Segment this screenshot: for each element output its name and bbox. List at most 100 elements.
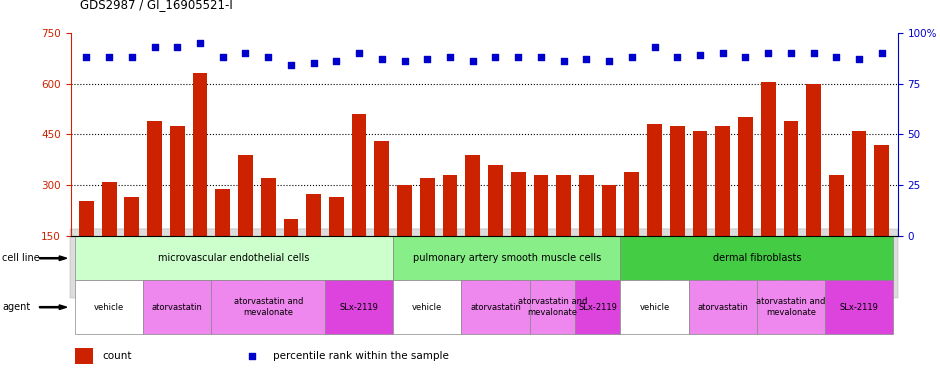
Text: vehicle: vehicle <box>94 303 124 312</box>
Point <box>79 54 94 60</box>
Bar <box>79 200 94 287</box>
Bar <box>306 194 321 287</box>
Text: cell line: cell line <box>2 253 39 263</box>
Point <box>238 50 253 56</box>
Text: atorvastatin and
mevalonate: atorvastatin and mevalonate <box>518 298 587 317</box>
Point <box>465 58 480 64</box>
Point <box>852 56 867 62</box>
Point <box>669 54 684 60</box>
Bar <box>143 280 212 334</box>
Bar <box>852 131 867 287</box>
Bar <box>556 175 571 287</box>
Bar <box>325 280 393 334</box>
Bar <box>620 280 689 334</box>
Bar <box>170 126 184 287</box>
Bar <box>529 280 575 334</box>
Point <box>715 50 730 56</box>
Bar <box>284 219 298 287</box>
Text: vehicle: vehicle <box>639 303 669 312</box>
Point <box>783 50 798 56</box>
Text: SLx-2119: SLx-2119 <box>339 303 379 312</box>
Bar <box>238 155 253 287</box>
Bar <box>75 280 143 334</box>
Bar <box>74 348 93 364</box>
Point <box>829 54 844 60</box>
Bar <box>602 185 617 287</box>
Bar <box>488 165 503 287</box>
Point <box>602 58 617 64</box>
Bar <box>670 126 684 287</box>
Point <box>420 56 435 62</box>
Point <box>533 54 548 60</box>
Text: microvascular endothelial cells: microvascular endothelial cells <box>159 253 310 263</box>
Bar <box>462 280 529 334</box>
Point <box>306 60 321 66</box>
Text: atorvastatin and
mevalonate: atorvastatin and mevalonate <box>756 298 825 317</box>
Point <box>245 353 260 359</box>
Bar <box>738 118 753 287</box>
Point <box>556 58 572 64</box>
Text: SLx-2119: SLx-2119 <box>578 303 618 312</box>
Point <box>624 54 639 60</box>
Bar <box>212 280 325 334</box>
Point <box>374 56 389 62</box>
Point <box>738 54 753 60</box>
Point <box>147 44 162 50</box>
Bar <box>829 175 844 287</box>
Bar <box>689 280 757 334</box>
Point <box>193 40 208 46</box>
Text: SLx-2119: SLx-2119 <box>839 303 879 312</box>
Point <box>693 52 708 58</box>
Point <box>102 54 117 60</box>
Point <box>260 54 275 60</box>
Bar <box>624 172 639 287</box>
Bar <box>465 155 480 287</box>
Text: atorvastatin: atorvastatin <box>697 303 748 312</box>
Text: atorvastatin: atorvastatin <box>152 303 203 312</box>
Text: atorvastatin: atorvastatin <box>470 303 521 312</box>
Bar <box>620 236 893 280</box>
Point <box>579 56 594 62</box>
Text: count: count <box>102 351 132 361</box>
Point <box>284 62 299 68</box>
Point <box>760 50 776 56</box>
Bar <box>393 280 462 334</box>
Point <box>874 50 889 56</box>
Point <box>647 44 662 50</box>
Text: GDS2987 / GI_16905521-I: GDS2987 / GI_16905521-I <box>80 0 232 12</box>
Text: agent: agent <box>2 302 30 312</box>
Bar <box>193 73 208 287</box>
Bar <box>393 236 620 280</box>
Point <box>215 54 230 60</box>
Bar <box>825 280 893 334</box>
Bar <box>75 236 393 280</box>
Bar <box>215 189 230 287</box>
Point <box>488 54 503 60</box>
Point <box>510 54 525 60</box>
Bar <box>715 126 730 287</box>
Bar <box>510 172 525 287</box>
Bar <box>534 175 548 287</box>
Text: vehicle: vehicle <box>412 303 443 312</box>
Bar <box>102 182 117 287</box>
Bar <box>579 175 594 287</box>
Bar <box>807 84 821 287</box>
Bar <box>443 175 458 287</box>
Text: pulmonary artery smooth muscle cells: pulmonary artery smooth muscle cells <box>413 253 601 263</box>
Point <box>170 44 185 50</box>
Bar <box>352 114 367 287</box>
Point <box>397 58 412 64</box>
Text: percentile rank within the sample: percentile rank within the sample <box>274 351 449 361</box>
Bar <box>420 179 434 287</box>
Bar <box>575 280 620 334</box>
Bar <box>760 82 776 287</box>
Bar <box>874 144 889 287</box>
Text: dermal fibroblasts: dermal fibroblasts <box>713 253 801 263</box>
Bar <box>693 131 708 287</box>
Point <box>443 54 458 60</box>
Point <box>807 50 822 56</box>
Bar <box>260 179 275 287</box>
Point <box>352 50 367 56</box>
Bar <box>784 121 798 287</box>
Point <box>124 54 139 60</box>
